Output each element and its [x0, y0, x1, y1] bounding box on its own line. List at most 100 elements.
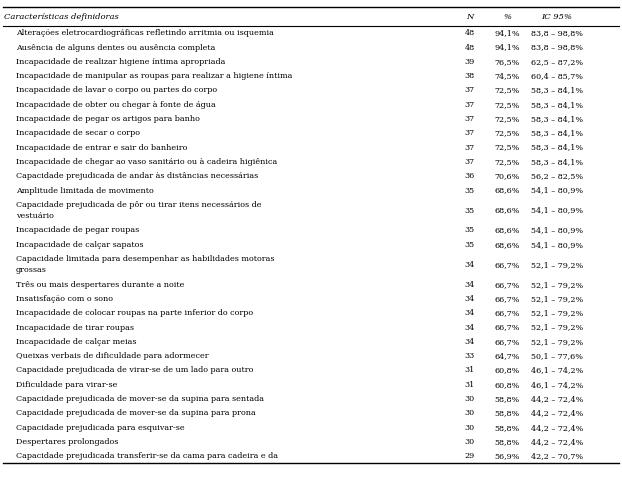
- Text: N: N: [466, 13, 473, 21]
- Text: 58,8%: 58,8%: [494, 409, 519, 418]
- Text: Incapacidade de colocar roupas na parte inferior do corpo: Incapacidade de colocar roupas na parte …: [16, 309, 253, 317]
- Text: 38: 38: [465, 72, 475, 80]
- Text: Incapacidade de realizar higiene íntima apropriada: Incapacidade de realizar higiene íntima …: [16, 58, 225, 66]
- Text: 58,3 – 84,1%: 58,3 – 84,1%: [531, 129, 583, 138]
- Text: 35: 35: [465, 186, 475, 195]
- Text: 35: 35: [465, 207, 475, 214]
- Text: 44,2 – 72,4%: 44,2 – 72,4%: [531, 409, 583, 418]
- Text: 58,3 – 84,1%: 58,3 – 84,1%: [531, 101, 583, 109]
- Text: 70,6%: 70,6%: [494, 172, 519, 180]
- Text: 58,8%: 58,8%: [494, 423, 519, 432]
- Text: 34: 34: [465, 323, 475, 332]
- Text: 58,3 – 84,1%: 58,3 – 84,1%: [531, 143, 583, 152]
- Text: 58,3 – 84,1%: 58,3 – 84,1%: [531, 115, 583, 123]
- Text: 46,1 – 74,2%: 46,1 – 74,2%: [531, 366, 583, 375]
- Text: 31: 31: [465, 366, 475, 375]
- Text: 54,1 – 80,9%: 54,1 – 80,9%: [531, 226, 583, 235]
- Text: 68,6%: 68,6%: [494, 226, 519, 235]
- Text: 83,8 – 98,8%: 83,8 – 98,8%: [531, 43, 583, 52]
- Text: 68,6%: 68,6%: [494, 207, 519, 214]
- Text: 35: 35: [465, 241, 475, 249]
- Text: 52,1 – 79,2%: 52,1 – 79,2%: [531, 261, 583, 269]
- Text: 66,7%: 66,7%: [494, 323, 519, 332]
- Text: 37: 37: [465, 129, 475, 138]
- Text: Incapacidade de lavar o corpo ou partes do corpo: Incapacidade de lavar o corpo ou partes …: [16, 86, 216, 95]
- Text: 30: 30: [465, 423, 475, 432]
- Text: 54,1 – 80,9%: 54,1 – 80,9%: [531, 207, 583, 214]
- Text: Incapacidade de entrar e sair do banheiro: Incapacidade de entrar e sair do banheir…: [16, 143, 187, 152]
- Text: 44,2 – 72,4%: 44,2 – 72,4%: [531, 395, 583, 403]
- Text: 39: 39: [465, 58, 475, 66]
- Text: 58,3 – 84,1%: 58,3 – 84,1%: [531, 158, 583, 166]
- Text: Capacidade prejudicada para esquivar-se: Capacidade prejudicada para esquivar-se: [16, 423, 184, 432]
- Text: Capacidade prejudicada de andar às distâncias necessárias: Capacidade prejudicada de andar às distâ…: [16, 172, 258, 180]
- Text: 66,7%: 66,7%: [494, 295, 519, 303]
- Text: 48: 48: [465, 43, 475, 52]
- Text: 76,5%: 76,5%: [494, 58, 519, 66]
- Text: Incapacidade de calçar meias: Incapacidade de calçar meias: [16, 338, 136, 346]
- Text: 48: 48: [465, 29, 475, 37]
- Text: IC 95%: IC 95%: [541, 13, 572, 21]
- Text: grossas: grossas: [16, 266, 47, 275]
- Text: Ausência de alguns dentes ou ausência completa: Ausência de alguns dentes ou ausência co…: [16, 43, 215, 52]
- Text: 37: 37: [465, 143, 475, 152]
- Text: 52,1 – 79,2%: 52,1 – 79,2%: [531, 323, 583, 332]
- Text: 58,3 – 84,1%: 58,3 – 84,1%: [531, 86, 583, 95]
- Text: 46,1 – 74,2%: 46,1 – 74,2%: [531, 381, 583, 389]
- Text: 83,8 – 98,8%: 83,8 – 98,8%: [531, 29, 583, 37]
- Text: 58,8%: 58,8%: [494, 438, 519, 446]
- Text: 66,7%: 66,7%: [494, 338, 519, 346]
- Text: 54,1 – 80,9%: 54,1 – 80,9%: [531, 241, 583, 249]
- Text: vestuário: vestuário: [16, 212, 53, 220]
- Text: Características definidoras: Características definidoras: [4, 13, 119, 21]
- Text: 52,1 – 79,2%: 52,1 – 79,2%: [531, 281, 583, 289]
- Text: 54,1 – 80,9%: 54,1 – 80,9%: [531, 186, 583, 195]
- Text: 72,5%: 72,5%: [494, 129, 519, 138]
- Text: 74,5%: 74,5%: [494, 72, 519, 80]
- Text: 30: 30: [465, 438, 475, 446]
- Text: 94,1%: 94,1%: [494, 43, 520, 52]
- Text: 37: 37: [465, 158, 475, 166]
- Text: 72,5%: 72,5%: [494, 101, 519, 109]
- Text: 50,1 – 77,6%: 50,1 – 77,6%: [531, 352, 583, 360]
- Text: %: %: [503, 13, 511, 21]
- Text: 44,2 – 72,4%: 44,2 – 72,4%: [531, 423, 583, 432]
- Text: 30: 30: [465, 395, 475, 403]
- Text: 94,1%: 94,1%: [494, 29, 520, 37]
- Text: 66,7%: 66,7%: [494, 281, 519, 289]
- Text: 44,2 – 72,4%: 44,2 – 72,4%: [531, 438, 583, 446]
- Text: 72,5%: 72,5%: [494, 115, 519, 123]
- Text: 72,5%: 72,5%: [494, 86, 519, 95]
- Text: Incapacidade de pegar os artigos para banho: Incapacidade de pegar os artigos para ba…: [16, 115, 200, 123]
- Text: 60,8%: 60,8%: [494, 366, 519, 375]
- Text: Três ou mais despertares durante a noite: Três ou mais despertares durante a noite: [16, 281, 184, 289]
- Text: Incapacidade de obter ou chegar à fonte de água: Incapacidade de obter ou chegar à fonte …: [16, 101, 215, 109]
- Text: 66,7%: 66,7%: [494, 261, 519, 269]
- Text: 33: 33: [465, 352, 475, 360]
- Text: 29: 29: [465, 452, 475, 460]
- Text: 37: 37: [465, 101, 475, 109]
- Text: 56,9%: 56,9%: [494, 452, 519, 460]
- Text: 58,8%: 58,8%: [494, 395, 519, 403]
- Text: Incapacidade de calçar sapatos: Incapacidade de calçar sapatos: [16, 241, 143, 249]
- Text: 64,7%: 64,7%: [494, 352, 519, 360]
- Text: 31: 31: [465, 381, 475, 389]
- Text: Incapacidade de pegar roupas: Incapacidade de pegar roupas: [16, 226, 139, 235]
- Text: 60,8%: 60,8%: [494, 381, 519, 389]
- Text: 36: 36: [465, 172, 475, 180]
- Text: 56,2 – 82,5%: 56,2 – 82,5%: [531, 172, 583, 180]
- Text: 37: 37: [465, 86, 475, 95]
- Text: Incapacidade de manipular as roupas para realizar a higiene íntima: Incapacidade de manipular as roupas para…: [16, 72, 292, 80]
- Text: Capacidade prejudicada transferir-se da cama para cadeira e da: Capacidade prejudicada transferir-se da …: [16, 452, 277, 460]
- Text: Capacidade limitada para desempenhar as habilidades motoras: Capacidade limitada para desempenhar as …: [16, 255, 274, 263]
- Text: 35: 35: [465, 226, 475, 235]
- Text: Incapacidade de chegar ao vaso sanitário ou à cadeira higiênica: Incapacidade de chegar ao vaso sanitário…: [16, 158, 277, 166]
- Text: 37: 37: [465, 115, 475, 123]
- Text: 68,6%: 68,6%: [494, 186, 519, 195]
- Text: 68,6%: 68,6%: [494, 241, 519, 249]
- Text: Insatisfação com o sono: Insatisfação com o sono: [16, 295, 113, 303]
- Text: 34: 34: [465, 261, 475, 269]
- Text: Incapacidade de tirar roupas: Incapacidade de tirar roupas: [16, 323, 134, 332]
- Text: 62,5 – 87,2%: 62,5 – 87,2%: [531, 58, 583, 66]
- Text: 52,1 – 79,2%: 52,1 – 79,2%: [531, 338, 583, 346]
